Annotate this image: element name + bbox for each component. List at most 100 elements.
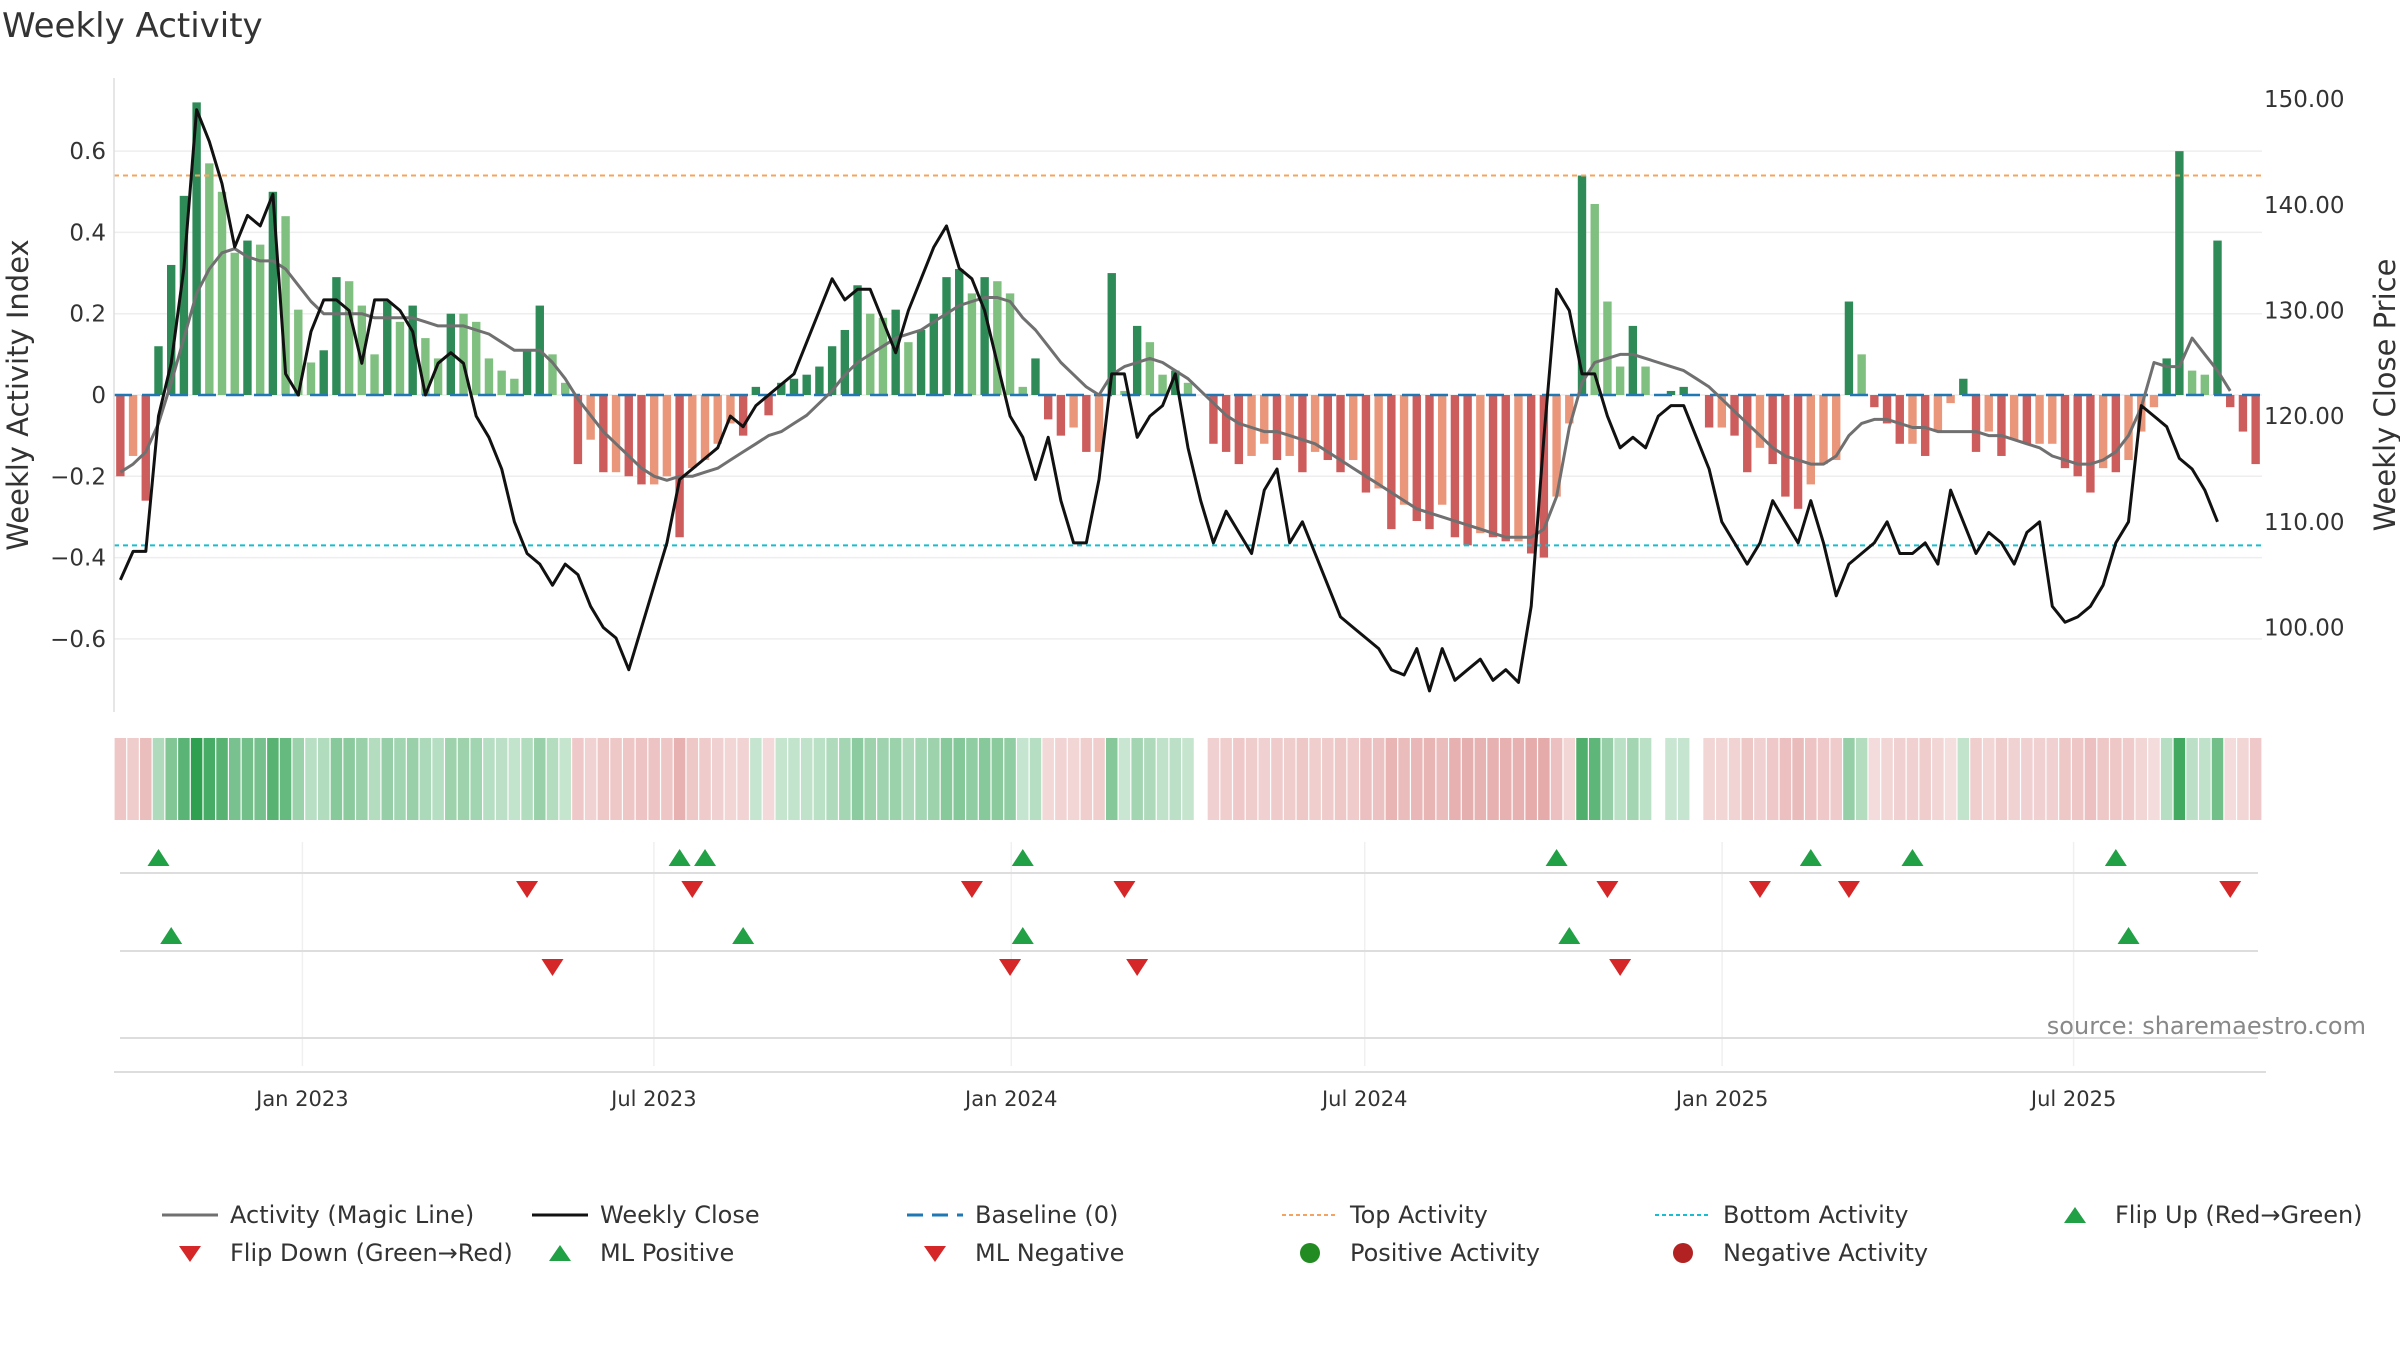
activity-bar xyxy=(357,305,367,395)
activity-bar xyxy=(1336,395,1345,473)
heat-cell xyxy=(1017,738,1029,820)
heat-cell xyxy=(775,738,788,820)
heat-cell xyxy=(1855,738,1868,820)
legend-label: Flip Up (Red→Green) xyxy=(2115,1201,2363,1229)
heat-cell xyxy=(1042,738,1054,820)
y-tick-label: 0.2 xyxy=(69,302,106,328)
activity-bar xyxy=(993,281,1002,395)
heat-cell xyxy=(1919,738,1931,820)
activity-bar xyxy=(1488,395,1498,538)
flip-up-marker xyxy=(2104,849,2127,866)
activity-bar xyxy=(1145,342,1155,395)
legend-item: Activity (Magic Line) xyxy=(160,1200,474,1230)
legend-label: Bottom Activity xyxy=(1723,1201,1909,1229)
heat-cell xyxy=(1182,738,1194,820)
heat-cell xyxy=(1067,738,1080,820)
heat-cell xyxy=(2122,738,2135,820)
activity-bar xyxy=(573,395,583,465)
activity-bar xyxy=(1628,325,1638,395)
activity-bar xyxy=(2251,395,2260,465)
heat-cell xyxy=(1372,738,1385,820)
activity-bar xyxy=(128,395,138,456)
heat-cell xyxy=(1868,738,1881,820)
ml-negative-marker xyxy=(1126,959,1149,976)
heat-cell xyxy=(483,738,495,820)
legend-item: Negative Activity xyxy=(1653,1238,1928,1268)
activity-bar xyxy=(1755,395,1765,448)
activity-bar xyxy=(1704,395,1714,428)
heat-cell xyxy=(432,738,444,820)
activity-bar xyxy=(1463,395,1472,546)
heat-cell xyxy=(1614,738,1626,820)
heat-cell xyxy=(457,738,470,820)
heat-cell xyxy=(1665,738,1677,820)
y-tick-label: 0.6 xyxy=(69,139,106,165)
activity-bar xyxy=(1501,395,1510,542)
activity-bar xyxy=(1018,386,1027,395)
activity-bar xyxy=(2238,395,2248,432)
activity-bar xyxy=(1285,395,1294,456)
activity-bar xyxy=(472,321,481,395)
heat-cell xyxy=(2046,738,2059,820)
dot-cyan-icon xyxy=(1655,1214,1711,1216)
heat-cell xyxy=(1843,738,1855,820)
activity-bar xyxy=(777,382,786,395)
ml-positive-marker xyxy=(160,927,183,944)
activity-bar xyxy=(764,395,773,416)
heat-cell xyxy=(1029,738,1042,820)
heat-cell xyxy=(140,738,152,820)
activity-bar xyxy=(1793,395,1803,509)
activity-bar xyxy=(688,395,697,469)
activity-bar xyxy=(738,395,748,436)
chart-title: Weekly Activity xyxy=(2,6,263,46)
heat-cell xyxy=(343,738,355,820)
legend-item: ML Positive xyxy=(530,1238,734,1268)
heat-cell xyxy=(864,738,877,820)
y2-tick-label: 150.00 xyxy=(2264,87,2344,113)
activity-bar xyxy=(751,386,761,395)
heat-cell xyxy=(2135,738,2148,820)
activity-bar xyxy=(1209,395,1218,444)
x-tick-label: Jul 2023 xyxy=(609,1087,696,1111)
heat-cell xyxy=(508,738,521,820)
activity-bar xyxy=(827,346,837,395)
flip-down-marker xyxy=(1596,881,1619,898)
heat-cell xyxy=(1233,738,1245,820)
heat-cell xyxy=(1271,738,1283,820)
activity-bar xyxy=(421,338,430,395)
activity-bar xyxy=(1031,358,1040,395)
activity-bar xyxy=(2060,395,2070,469)
activity-bar xyxy=(1043,395,1053,420)
activity-bar xyxy=(433,358,443,395)
legend-item: Baseline (0) xyxy=(905,1200,1118,1230)
activity-bar xyxy=(395,321,405,395)
heat-cell xyxy=(724,738,737,820)
heat-cell xyxy=(445,738,457,820)
activity-bar xyxy=(942,277,951,395)
heat-cell xyxy=(610,738,622,820)
y-tick-label: −0.2 xyxy=(50,464,106,490)
heat-cell xyxy=(1105,738,1118,820)
activity-bar xyxy=(268,191,278,395)
activity-bar xyxy=(624,395,633,477)
legend-item: Bottom Activity xyxy=(1653,1200,1908,1230)
heat-cell xyxy=(1703,738,1715,820)
heat-cell xyxy=(2071,738,2084,820)
activity-bar xyxy=(306,362,316,395)
heat-cell xyxy=(1118,738,1131,820)
triangle-up-green-icon xyxy=(549,1245,571,1261)
heat-cell xyxy=(2059,738,2071,820)
heat-cell xyxy=(2224,738,2236,820)
activity-bar xyxy=(1132,325,1142,395)
activity-bar xyxy=(1819,395,1828,465)
activity-bar xyxy=(1590,203,1599,395)
heat-cell xyxy=(1322,738,1334,820)
flip-down-marker xyxy=(516,881,539,898)
activity-bar xyxy=(2162,358,2171,395)
legend-label: Positive Activity xyxy=(1350,1239,1540,1267)
heat-cell xyxy=(1131,738,1143,820)
heat-cell xyxy=(2199,738,2211,820)
heat-cell xyxy=(228,738,241,820)
dot-orange-icon xyxy=(1282,1214,1338,1216)
